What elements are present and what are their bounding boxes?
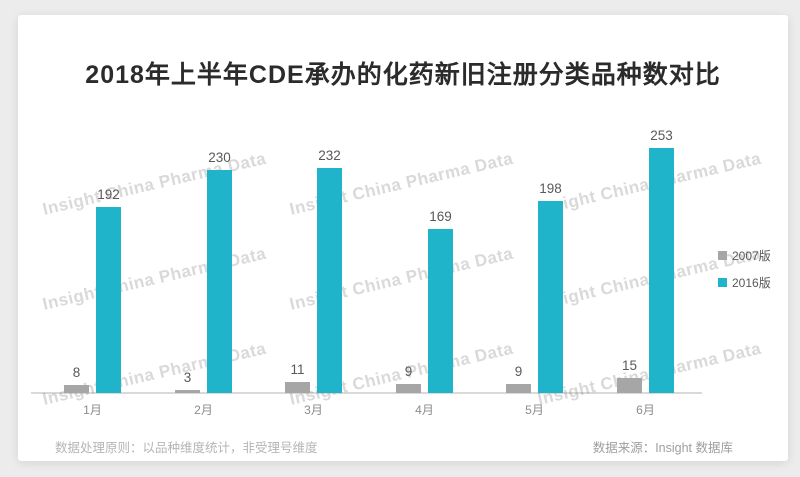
x-axis-tick-3月: 3月 [304,403,323,417]
data-source-note: 数据来源：Insight 数据库 [592,441,733,455]
bar-chart-plot-area: Insight China Pharma Data Insight China P… [18,15,788,461]
bar-2007-3月 [285,382,310,393]
value-label-2007-3月: 11 [290,362,305,377]
bar-2016-2月 [207,170,232,393]
value-label-2016-5月: 198 [539,181,562,196]
legend-label-2007: 2007版 [732,249,771,263]
value-label-2007-6月: 15 [621,358,638,373]
x-axis-tick-6月: 6月 [636,403,655,417]
data-processing-note: 数据处理原则：以品种维度统计，非受理号维度 [55,441,318,455]
bar-2016-1月 [96,207,121,393]
legend-label-2016: 2016版 [732,276,771,290]
bar-2016-6月 [649,148,674,393]
x-axis-line [31,392,702,394]
legend-swatch-2016-icon [718,278,727,287]
bar-2016-3月 [317,168,342,393]
value-label-2016-3月: 232 [318,148,341,163]
bar-2007-5月 [506,384,531,393]
bar-2016-5月 [538,201,563,393]
value-label-2016-1月: 192 [97,187,120,202]
bar-2007-2月 [175,390,200,393]
bar-2016-4月 [428,229,453,393]
chart-title: 2018年上半年CDE承办的化药新旧注册分类品种数对比 [85,61,721,89]
x-axis-tick-2月: 2月 [194,403,213,417]
value-label-2016-6月: 253 [650,128,673,143]
bar-2007-4月 [396,384,421,393]
legend-item-2007: 2007版 [718,247,771,264]
value-label-2016-2月: 230 [208,150,231,165]
x-axis-tick-5月: 5月 [525,403,544,417]
legend-item-2016: 2016版 [718,274,771,291]
value-label-2007-2月: 3 [183,370,192,385]
value-label-2007-1月: 8 [72,365,81,380]
chart-card: 2018年上半年CDE承办的化药新旧注册分类品种数对比 Insight Chin… [18,15,788,461]
watermark-text: Insight China Pharma Data [40,243,268,314]
legend-swatch-2007-icon [718,251,727,260]
x-axis-tick-1月: 1月 [83,403,102,417]
value-label-2007-5月: 9 [514,364,523,379]
bar-2007-6月 [617,378,642,393]
x-axis-tick-4月: 4月 [415,403,434,417]
chart-legend: 2007版 2016版 [718,247,771,301]
value-label-2016-4月: 169 [429,209,452,224]
bar-2007-1月 [64,385,89,393]
value-label-2007-4月: 9 [404,364,413,379]
